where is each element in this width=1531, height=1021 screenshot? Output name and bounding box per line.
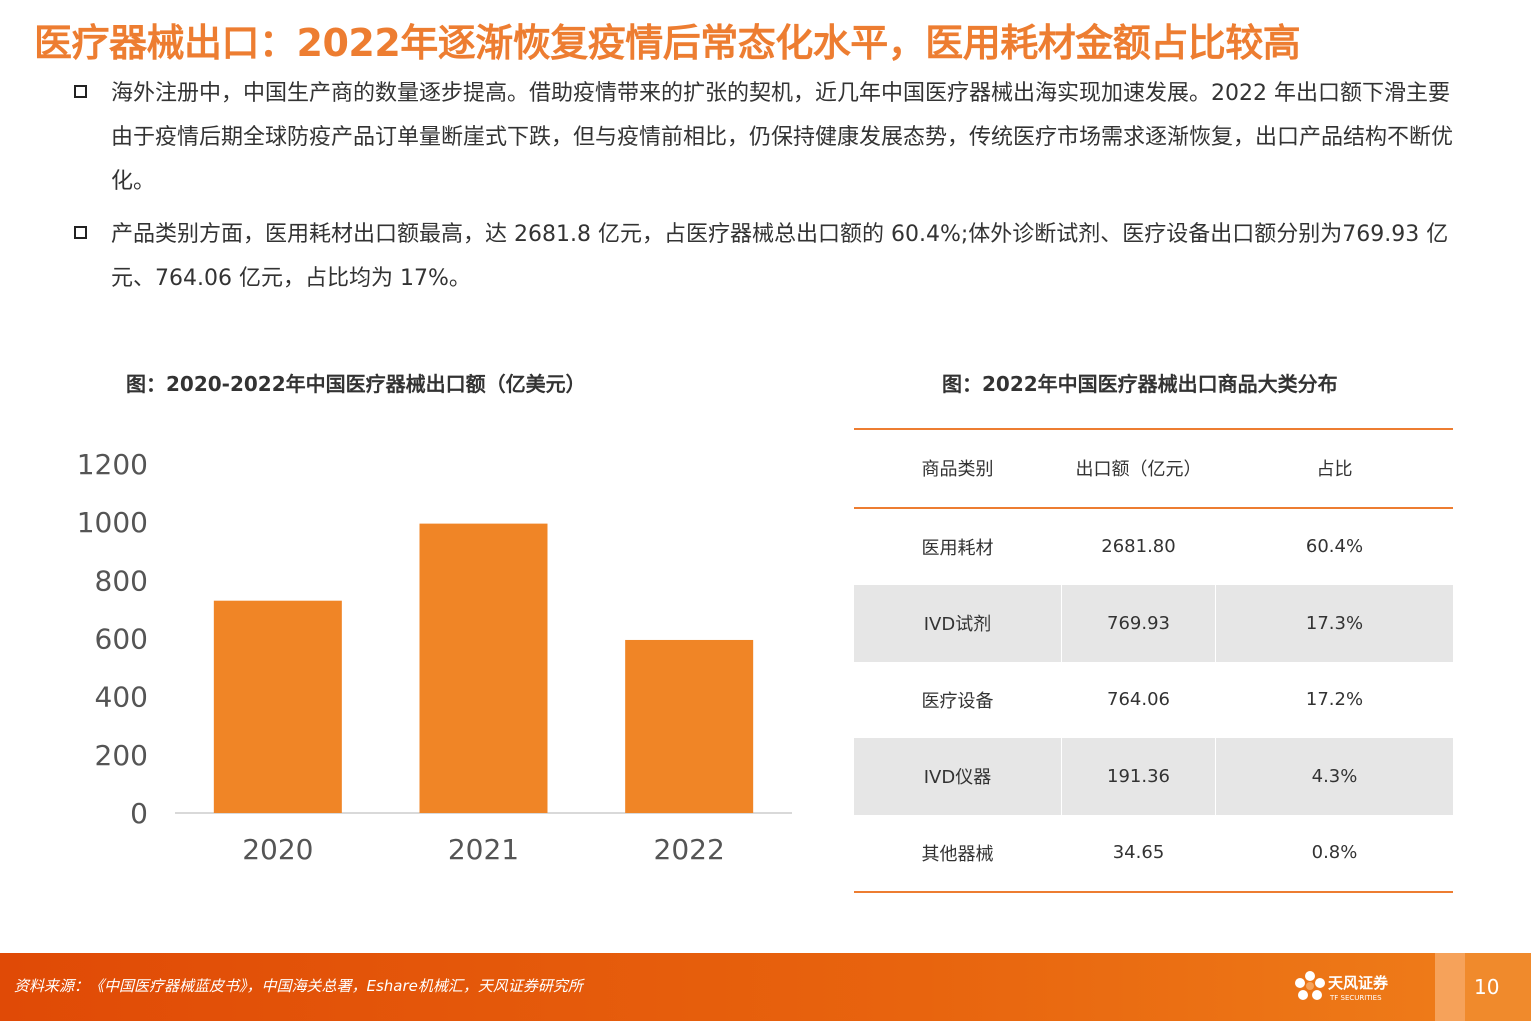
cell-category: 医用耗材 [921,537,994,559]
table-row: IVD试剂 769.93 17.3% [854,585,1453,662]
table-row: 其他器械 34.65 0.8% [854,814,1453,891]
y-tick-label: 1200 [77,448,148,481]
cell-category: IVD仪器 [923,767,992,789]
page-number: 10 [1474,975,1500,999]
cell-category: 医疗设备 [921,690,994,712]
cell-share: 17.2% [1305,689,1364,711]
x-tick-label: 2021 [448,833,519,866]
cell-share: 0.8% [1311,842,1358,864]
cell-category: 其他器械 [921,843,994,865]
header-share: 占比 [1316,459,1353,481]
y-tick-label: 1000 [77,506,148,539]
flower-logo-icon [1295,971,1325,1000]
page-box-stripe [1435,953,1465,1021]
chart-caption: 图：2020-2022年中国医疗器械出口额（亿美元） [126,372,586,396]
y-tick-label: 200 [95,739,148,772]
table-header-row: 商品类别 出口额（亿元） 占比 [854,430,1453,509]
bar [213,600,342,813]
y-tick-label: 600 [95,623,148,656]
y-tick-label: 400 [95,681,148,714]
cell-amount: 34.65 [1061,814,1216,891]
bar [625,639,754,813]
x-tick-label: 2020 [242,833,313,866]
y-tick-label: 800 [95,564,148,597]
tf-securities-logo: 天风证券 TF SECURITIES [1290,967,1410,1009]
page-title: 医疗器械出口：2022年逐渐恢复疫情后常态化水平，医用耗材金额占比较高 [34,21,1301,65]
header-category: 商品类别 [921,459,994,481]
square-bullet-icon [74,226,87,239]
cell-category: IVD试剂 [923,614,992,636]
cell-amount: 764.06 [1061,661,1216,738]
cell-amount: 2681.80 [1061,508,1216,585]
y-tick-label: 0 [130,797,148,830]
cell-amount: 191.36 [1061,738,1216,815]
page-number-box [1435,953,1531,1021]
bullet-text-1: 海外注册中，中国生产商的数量逐步提高。借助疫情带来的扩张的契机，近几年中国医疗器… [111,81,1454,194]
cell-share: 60.4% [1305,536,1364,558]
footer-bar: 资料来源：《中国医疗器械蓝皮书》，中国海关总署，Eshare机械汇，天风证券研究… [0,953,1531,1021]
export-bar-chart: 0 200 400 600 800 1000 1200 2020 2021 2022 [77,448,792,866]
table-caption: 图：2022年中国医疗器械出口商品大类分布 [942,372,1338,396]
bullet-paragraph-2: 产品类别方面，医用耗材出口额最高，达 2681.8 亿元，占医疗器械总出口额的 … [74,213,1454,301]
square-bullet-icon [74,85,87,98]
table-row: 医疗设备 764.06 17.2% [854,661,1453,738]
source-note: 资料来源：《中国医疗器械蓝皮书》，中国海关总署，Eshare机械汇，天风证券研究… [14,977,583,995]
header-amount: 出口额（亿元） [1061,430,1216,507]
bullet-text-2: 产品类别方面，医用耗材出口额最高，达 2681.8 亿元，占医疗器械总出口额的 … [111,222,1449,291]
bullet-paragraph-1: 海外注册中，中国生产商的数量逐步提高。借助疫情带来的扩张的契机，近几年中国医疗器… [74,72,1454,204]
bar [419,523,548,813]
brand-name-en: TF SECURITIES [1330,994,1382,1002]
cell-amount: 769.93 [1061,585,1216,662]
x-tick-label: 2022 [654,833,725,866]
cell-share: 17.3% [1305,612,1364,634]
table-row: IVD仪器 191.36 4.3% [854,738,1453,815]
table-row: 医用耗材 2681.80 60.4% [854,508,1453,585]
category-table: 商品类别 出口额（亿元） 占比 医用耗材 2681.80 60.4% IVD试剂… [854,428,1453,893]
brand-name: 天风证券 [1328,974,1389,992]
cell-share: 4.3% [1311,765,1358,787]
